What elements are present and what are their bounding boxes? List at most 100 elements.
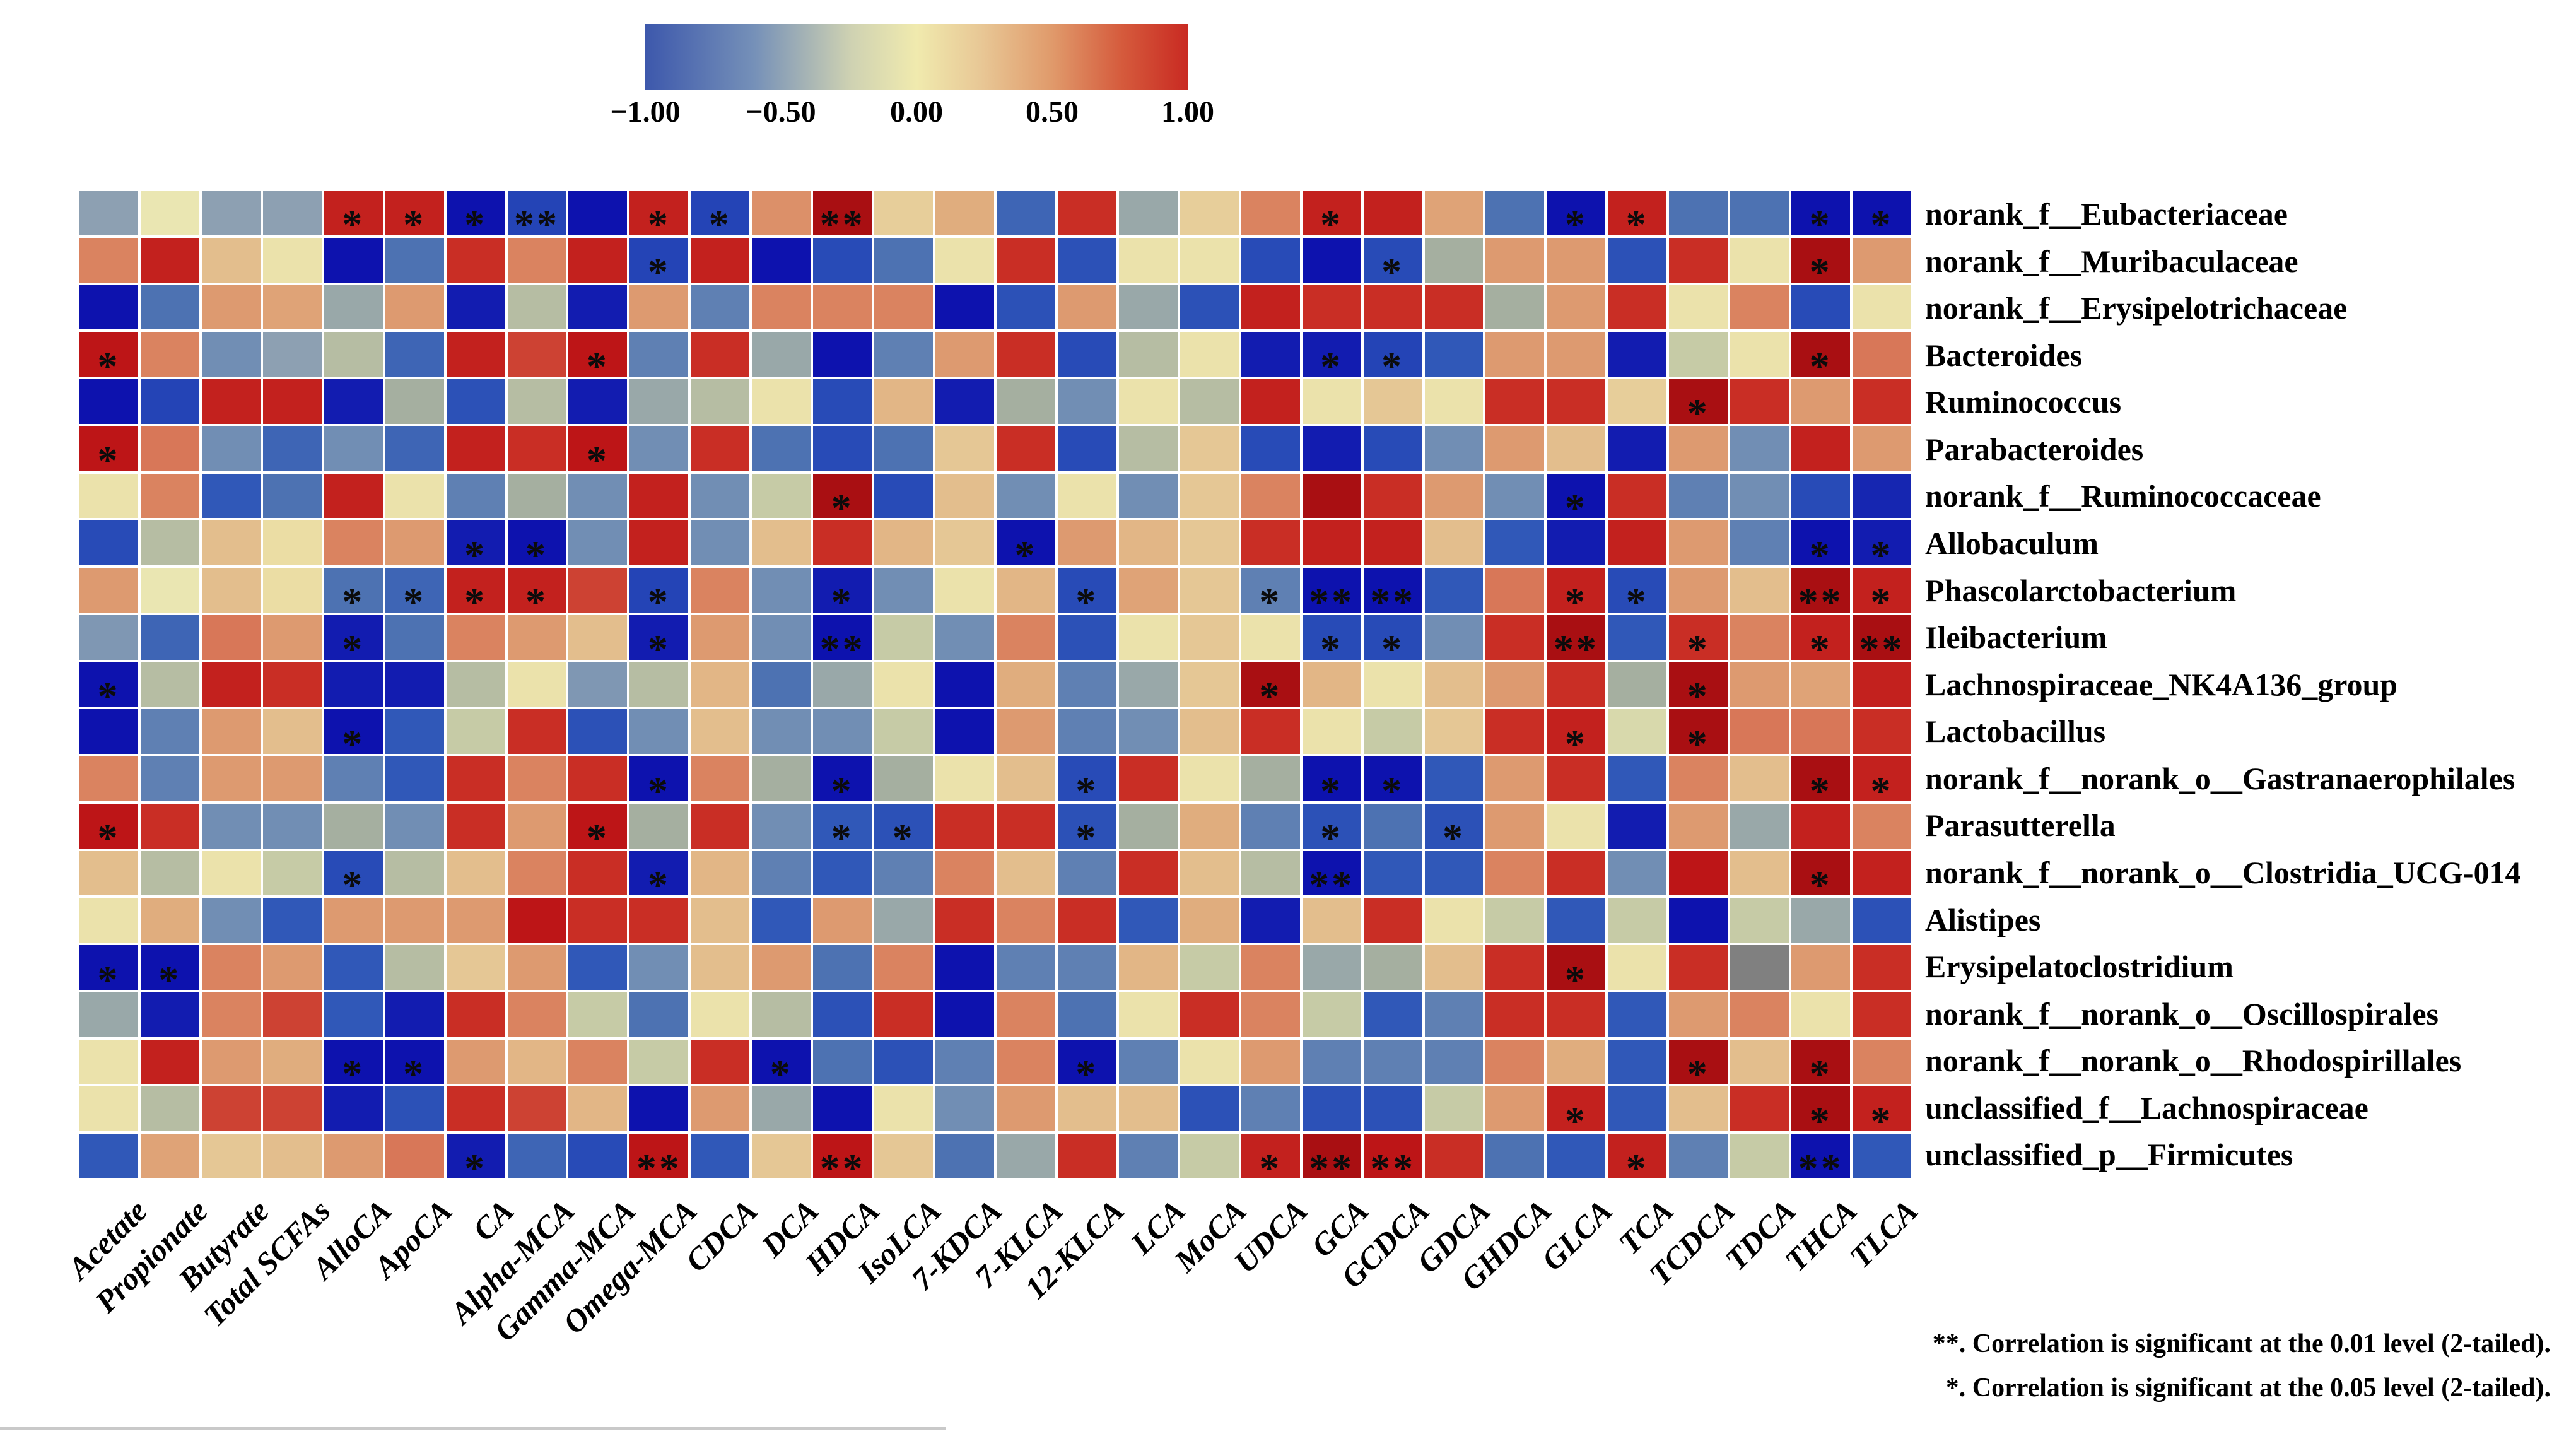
heatmap-cell: * <box>568 332 628 386</box>
heatmap-cell: * <box>79 945 138 999</box>
heatmap-cell <box>385 803 444 849</box>
heatmap-cell <box>324 379 383 424</box>
heatmap-cell: * <box>1302 756 1361 811</box>
heatmap-cell <box>1424 520 1484 566</box>
heatmap-cell: * <box>1241 662 1300 717</box>
heatmap-cell <box>1547 332 1606 377</box>
heatmap-cell <box>507 945 566 990</box>
heatmap-cell: * <box>1791 237 1851 292</box>
heatmap-cell <box>446 237 505 283</box>
significance-marker: * <box>1625 1145 1649 1190</box>
heatmap-cell <box>1730 662 1789 707</box>
row-label: norank_f__Ruminococcaceae <box>1925 478 2321 514</box>
heatmap-cell <box>1424 426 1484 471</box>
heatmap-cell <box>997 662 1055 707</box>
heatmap-cell <box>935 426 994 471</box>
heatmap-cell <box>1180 992 1239 1037</box>
heatmap-cell <box>385 520 444 566</box>
heatmap-cell <box>140 332 199 377</box>
heatmap-cell <box>262 568 322 613</box>
heatmap-cell <box>1485 756 1545 801</box>
heatmap-cell <box>1118 520 1178 566</box>
heatmap-cell: * <box>1547 1086 1606 1141</box>
heatmap-cell <box>1730 1039 1789 1084</box>
heatmap-cell: * <box>1424 803 1484 858</box>
heatmap-cell <box>79 191 138 235</box>
heatmap-cell <box>324 1134 383 1178</box>
heatmap-cell <box>1730 237 1789 283</box>
heatmap-cell <box>629 1086 689 1132</box>
heatmap-cell <box>568 709 628 755</box>
heatmap-cell: * <box>1791 756 1851 811</box>
heatmap-cell <box>813 662 872 707</box>
heatmap-cell <box>1853 850 1911 896</box>
heatmap-cell <box>568 191 628 235</box>
heatmap-cell <box>1302 426 1361 471</box>
heatmap-cell <box>1485 992 1545 1037</box>
row-label: Erysipelatoclostridium <box>1925 949 2234 985</box>
heatmap-cell <box>1730 191 1789 235</box>
heatmap-cell <box>140 992 199 1037</box>
heatmap-cell <box>1118 379 1178 424</box>
row-label: Ileibacterium <box>1925 620 2107 655</box>
heatmap-cell: * <box>1302 332 1361 386</box>
heatmap-cell <box>1180 473 1239 519</box>
heatmap-cell <box>752 426 811 471</box>
heatmap-cell <box>507 803 566 849</box>
heatmap-cell <box>874 379 934 424</box>
heatmap-cell <box>324 898 383 943</box>
heatmap-cell <box>140 756 199 801</box>
heatmap-cell <box>1424 945 1484 990</box>
heatmap-cell: * <box>1669 1039 1728 1094</box>
heatmap-cell <box>1730 850 1789 896</box>
row-label: unclassified_p__Firmicutes <box>1925 1137 2293 1173</box>
heatmap-cell <box>446 945 505 990</box>
heatmap-cell: ** <box>1853 614 1911 669</box>
heatmap-cell: * <box>1853 756 1911 811</box>
heatmap-cell <box>507 898 566 943</box>
heatmap-cell <box>752 379 811 424</box>
heatmap-cell <box>1730 756 1789 801</box>
heatmap-cell <box>1302 945 1361 990</box>
heatmap-cell <box>201 614 261 660</box>
heatmap-cell: * <box>324 1039 383 1094</box>
heatmap-cell <box>1791 803 1851 849</box>
heatmap-cell <box>507 237 566 283</box>
heatmap-cell <box>1241 709 1300 755</box>
heatmap-cell: * <box>629 568 689 622</box>
heatmap-cell <box>1424 379 1484 424</box>
heatmap-cell: * <box>385 1039 444 1094</box>
heatmap-cell <box>324 237 383 283</box>
heatmap-cell <box>874 756 934 801</box>
heatmap-cell <box>1730 426 1789 471</box>
heatmap-cell <box>1424 191 1484 235</box>
heatmap-cell <box>1363 1086 1422 1132</box>
heatmap-cell: * <box>1057 803 1116 858</box>
heatmap-cell <box>385 992 444 1037</box>
heatmap-cell <box>935 803 994 849</box>
heatmap-cell <box>1302 1039 1361 1084</box>
heatmap-cell <box>1730 1086 1789 1132</box>
heatmap-cell <box>1118 614 1178 660</box>
heatmap-cell <box>1485 945 1545 990</box>
heatmap-cell <box>1057 473 1116 519</box>
heatmap-cell <box>1118 1039 1178 1084</box>
heatmap-cell <box>1180 709 1239 755</box>
heatmap-cell <box>1241 520 1300 566</box>
heatmap-cell <box>1118 898 1178 943</box>
row-label: unclassified_f__Lachnospiraceae <box>1925 1090 2368 1125</box>
heatmap-cell <box>1485 379 1545 424</box>
heatmap-cell: * <box>507 520 566 575</box>
heatmap-grid: * * * ** * * ** * * * * * * * * * * * * * * * * * * * * * * * * * * * * * * *… <box>79 191 1911 1188</box>
heatmap-cell <box>935 898 994 943</box>
heatmap-cell <box>1424 709 1484 755</box>
heatmap-cell <box>1853 1134 1911 1178</box>
legend-tick: −1.00 <box>610 95 681 129</box>
heatmap-cell <box>874 520 934 566</box>
heatmap-cell <box>1241 332 1300 377</box>
heatmap-cell <box>385 237 444 283</box>
row-label: norank_f__Muribaculaceae <box>1925 243 2298 279</box>
heatmap-cell: ** <box>1791 568 1851 622</box>
heatmap-cell <box>1363 945 1422 990</box>
